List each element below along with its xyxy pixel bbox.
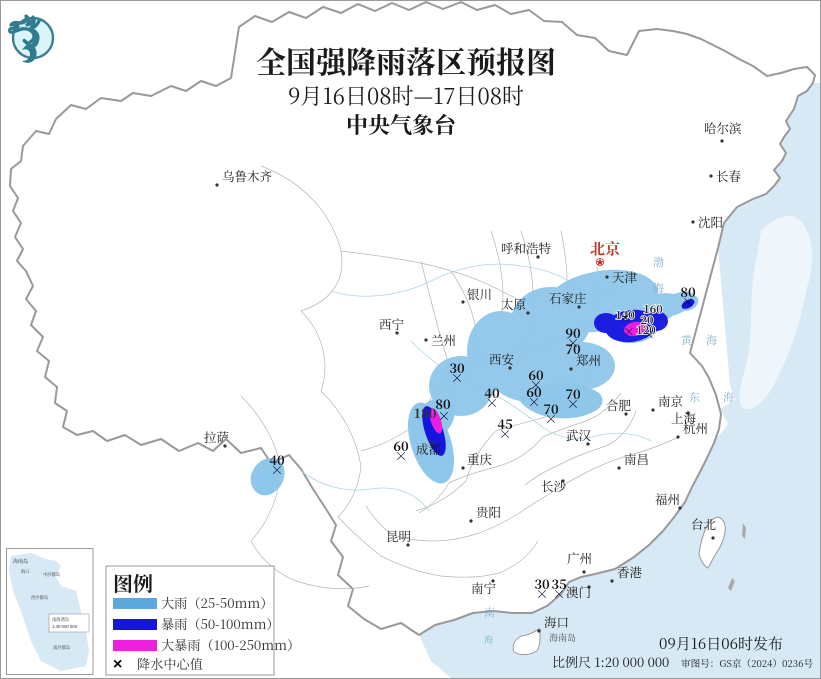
svg-text:降水中心值: 降水中心值 bbox=[137, 654, 203, 673]
svg-text:银川: 银川 bbox=[467, 285, 492, 303]
svg-text:黄: 黄 bbox=[681, 332, 693, 348]
svg-text:海南岛: 海南岛 bbox=[13, 558, 28, 565]
svg-text:海南岛: 海南岛 bbox=[549, 631, 576, 644]
svg-text:×: × bbox=[535, 584, 548, 603]
svg-text:南海诸岛: 南海诸岛 bbox=[52, 616, 70, 623]
svg-text:重庆: 重庆 bbox=[467, 450, 493, 468]
svg-text:×: × bbox=[437, 406, 450, 425]
svg-text:东: 东 bbox=[689, 389, 700, 405]
svg-text:兰州: 兰州 bbox=[431, 331, 456, 349]
svg-text:香港: 香港 bbox=[617, 563, 643, 581]
svg-text:大雨（25-50mm）: 大雨（25-50mm） bbox=[161, 593, 273, 612]
svg-text:南宁: 南宁 bbox=[471, 579, 496, 597]
svg-text:海: 海 bbox=[706, 332, 717, 348]
svg-text:呼和浩特: 呼和浩特 bbox=[501, 239, 552, 257]
svg-text:澳门: 澳门 bbox=[566, 583, 591, 601]
svg-text:台北: 台北 bbox=[691, 515, 717, 533]
svg-text:海: 海 bbox=[653, 280, 664, 296]
svg-text:渤: 渤 bbox=[653, 254, 664, 270]
svg-text:×: × bbox=[623, 323, 635, 340]
svg-text:合肥: 合肥 bbox=[606, 396, 632, 414]
svg-text:西宁: 西宁 bbox=[379, 315, 404, 333]
svg-text:成都: 成都 bbox=[416, 440, 442, 458]
svg-text:海: 海 bbox=[484, 633, 493, 646]
svg-text:乌鲁木齐: 乌鲁木齐 bbox=[222, 167, 273, 185]
svg-text:广州: 广州 bbox=[567, 549, 592, 567]
svg-text:×: × bbox=[643, 326, 655, 343]
svg-text:海: 海 bbox=[723, 389, 734, 405]
svg-text:9月16日08时—17日08时: 9月16日08时—17日08时 bbox=[288, 80, 524, 111]
svg-text:南京: 南京 bbox=[658, 392, 684, 410]
svg-text:太原: 太原 bbox=[501, 295, 527, 313]
svg-text:海口: 海口 bbox=[21, 568, 30, 575]
svg-text:石家庄: 石家庄 bbox=[549, 289, 587, 307]
svg-text:暴雨（50-100mm）: 暴雨（50-100mm） bbox=[161, 614, 280, 633]
svg-text:天津: 天津 bbox=[612, 268, 638, 286]
svg-text:长沙: 长沙 bbox=[541, 477, 567, 495]
svg-text:中沙群岛: 中沙群岛 bbox=[43, 571, 61, 578]
svg-text:福州: 福州 bbox=[655, 490, 680, 508]
svg-text:中央气象台: 中央气象台 bbox=[346, 109, 457, 140]
svg-text:贵阳: 贵阳 bbox=[476, 503, 501, 521]
svg-text:哈尔滨: 哈尔滨 bbox=[704, 119, 742, 137]
svg-text:×: × bbox=[566, 394, 579, 413]
svg-text:70: 70 bbox=[565, 339, 581, 358]
svg-text:北京: 北京 bbox=[590, 238, 621, 259]
svg-text:沈阳: 沈阳 bbox=[698, 213, 723, 231]
svg-text:武汉: 武汉 bbox=[566, 426, 592, 444]
svg-text:×: × bbox=[270, 460, 283, 479]
svg-text:全国强降雨落区预报图: 全国强降雨落区预报图 bbox=[256, 38, 556, 82]
svg-text:×: × bbox=[681, 292, 694, 311]
svg-text:×: × bbox=[450, 368, 463, 387]
svg-text:×: × bbox=[394, 446, 407, 465]
svg-text:大暴雨（100-250mm）: 大暴雨（100-250mm） bbox=[161, 635, 300, 654]
svg-text:×: × bbox=[552, 584, 565, 603]
svg-text:昆明: 昆明 bbox=[386, 527, 411, 545]
svg-text:南沙群岛: 南沙群岛 bbox=[53, 644, 71, 651]
svg-text:南昌: 南昌 bbox=[624, 450, 649, 468]
svg-text:09月16日06时发布: 09月16日06时发布 bbox=[659, 633, 783, 654]
svg-text:×: × bbox=[485, 393, 498, 412]
svg-text:海口: 海口 bbox=[544, 613, 569, 631]
svg-text:×: × bbox=[544, 409, 557, 428]
svg-text:1:40 000 000: 1:40 000 000 bbox=[52, 624, 78, 629]
svg-text:比例尺 1:20 000 000: 比例尺 1:20 000 000 bbox=[552, 652, 669, 671]
svg-text:×: × bbox=[113, 656, 122, 673]
svg-text:图例: 图例 bbox=[113, 568, 153, 597]
svg-text:西安: 西安 bbox=[489, 350, 515, 368]
svg-text:南: 南 bbox=[484, 604, 495, 620]
svg-text:×: × bbox=[498, 424, 511, 443]
svg-text:西沙群岛: 西沙群岛 bbox=[31, 594, 49, 601]
svg-text:180: 180 bbox=[414, 403, 437, 422]
svg-text:上海: 上海 bbox=[671, 409, 697, 427]
svg-text:拉萨: 拉萨 bbox=[204, 428, 229, 446]
svg-text:×: × bbox=[527, 392, 540, 411]
svg-text:审图号：GS京（2024）0236号: 审图号：GS京（2024）0236号 bbox=[681, 656, 813, 670]
svg-text:长春: 长春 bbox=[716, 167, 742, 185]
